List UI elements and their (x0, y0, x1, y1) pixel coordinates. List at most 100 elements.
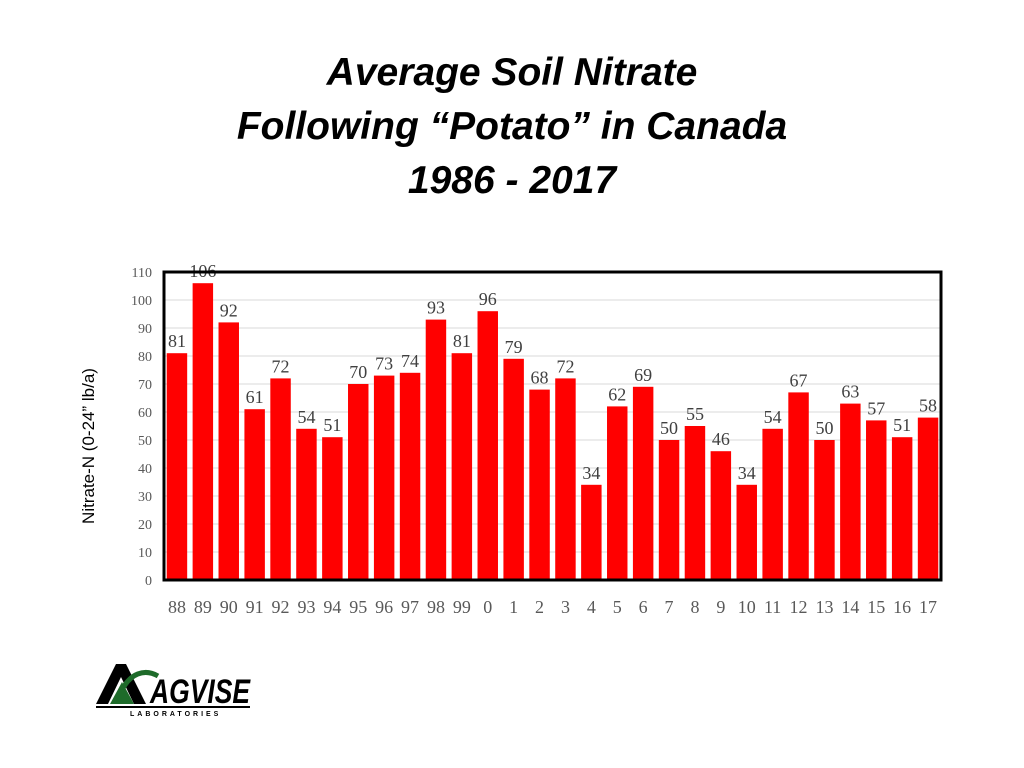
data-label: 54 (764, 407, 782, 427)
y-tick-label: 30 (138, 490, 152, 505)
bar (917, 417, 939, 580)
data-label: 81 (168, 331, 186, 351)
bar (477, 311, 498, 580)
data-label: 81 (453, 331, 471, 351)
data-label: 79 (505, 337, 523, 357)
data-label: 34 (738, 463, 756, 483)
y-tick-label: 10 (138, 546, 152, 561)
x-tick-label: 91 (246, 597, 264, 617)
bar (814, 440, 835, 580)
data-label: 61 (246, 387, 264, 407)
x-tick-label: 99 (453, 597, 471, 617)
y-tick-label: 60 (138, 406, 152, 421)
bar (270, 378, 291, 580)
data-label: 67 (790, 370, 808, 390)
x-tick-label: 11 (764, 597, 781, 617)
y-tick-label: 0 (145, 574, 152, 589)
gridlines (164, 271, 941, 581)
x-tick-label: 1 (509, 597, 518, 617)
data-label: 69 (634, 365, 652, 385)
bar (166, 353, 188, 580)
x-tick-label: 97 (401, 597, 419, 617)
x-tick-label: 9 (716, 597, 725, 617)
y-axis-label: Nitrate-N (0-24” lb/a) (79, 368, 98, 524)
data-label: 92 (220, 300, 238, 320)
y-tick-label: 110 (132, 266, 152, 281)
logo-wordmark: AGVISE (149, 673, 251, 711)
chart-title: Average Soil Nitrate Following “Potato” … (0, 46, 1024, 208)
y-tick-label: 80 (138, 350, 152, 365)
x-tick-label: 93 (297, 597, 315, 617)
x-tick-label: 12 (790, 597, 808, 617)
logo-tagline: LABORATORIES (130, 711, 221, 718)
bar (218, 322, 239, 580)
bar (581, 484, 602, 580)
y-tick-label: 70 (138, 378, 152, 393)
bar (296, 428, 317, 580)
data-label: 51 (323, 415, 341, 435)
data-label: 63 (841, 382, 859, 402)
data-label: 93 (427, 298, 445, 318)
data-label: 46 (712, 429, 730, 449)
bar (451, 353, 473, 580)
data-label: 74 (401, 351, 419, 371)
bar (866, 420, 887, 580)
data-label: 50 (660, 418, 678, 438)
bar (503, 358, 524, 580)
data-label: 70 (349, 362, 367, 382)
data-label: 58 (919, 396, 937, 416)
x-tick-label: 92 (272, 597, 290, 617)
x-tick-label: 90 (220, 597, 238, 617)
x-tick-label: 3 (561, 597, 570, 617)
x-tick-labels: 88 89 90 91 92 93 94 95 96 97 98 99 0 1 2 3 4 5 6 7 8 9 10 11 12… (168, 597, 937, 617)
bar (788, 392, 809, 580)
bar (840, 403, 861, 580)
agvise-logo: AGVISE LABORATORIES (92, 660, 254, 718)
x-tick-label: 4 (587, 597, 596, 617)
x-tick-label: 96 (375, 597, 393, 617)
bar (244, 409, 265, 580)
x-tick-label: 15 (867, 597, 885, 617)
bar (529, 389, 550, 580)
bar (373, 375, 395, 580)
bar (736, 484, 757, 580)
data-label: 73 (375, 354, 393, 374)
x-tick-label: 95 (349, 597, 367, 617)
bar (762, 428, 783, 580)
bar (658, 440, 680, 580)
data-label: 96 (479, 289, 497, 309)
data-label: 55 (686, 404, 704, 424)
data-label: 72 (556, 356, 574, 376)
title-line-1: Average Soil Nitrate (326, 51, 698, 94)
x-tick-label: 10 (738, 597, 756, 617)
data-label: 34 (582, 463, 600, 483)
bar (399, 372, 421, 580)
bar (348, 384, 369, 580)
x-tick-label: 98 (427, 597, 445, 617)
bar (710, 451, 732, 580)
x-tick-label: 6 (639, 597, 648, 617)
x-tick-label: 16 (893, 597, 911, 617)
x-tick-label: 5 (613, 597, 622, 617)
data-label: 68 (531, 368, 549, 388)
bar (192, 283, 214, 580)
title-line-2: Following “Potato” in Canada (236, 105, 788, 148)
x-tick-label: 89 (194, 597, 212, 617)
bars (166, 283, 939, 580)
data-label: 72 (272, 356, 290, 376)
x-tick-label: 14 (841, 597, 859, 617)
x-tick-label: 13 (815, 597, 833, 617)
data-label: 57 (867, 398, 885, 418)
agvise-logo-mark (96, 664, 160, 704)
y-tick-label: 20 (138, 518, 152, 533)
bar (891, 437, 913, 580)
y-tick-label: 90 (138, 322, 152, 337)
title-line-3: 1986 - 2017 (407, 159, 617, 202)
x-tick-label: 88 (168, 597, 186, 617)
data-label: 50 (815, 418, 833, 438)
x-tick-label: 0 (483, 597, 492, 617)
bar (555, 378, 576, 580)
x-tick-label: 17 (919, 597, 937, 617)
y-tick-labels: 0 10 20 30 40 50 60 70 80 90 100 110 (131, 266, 152, 589)
